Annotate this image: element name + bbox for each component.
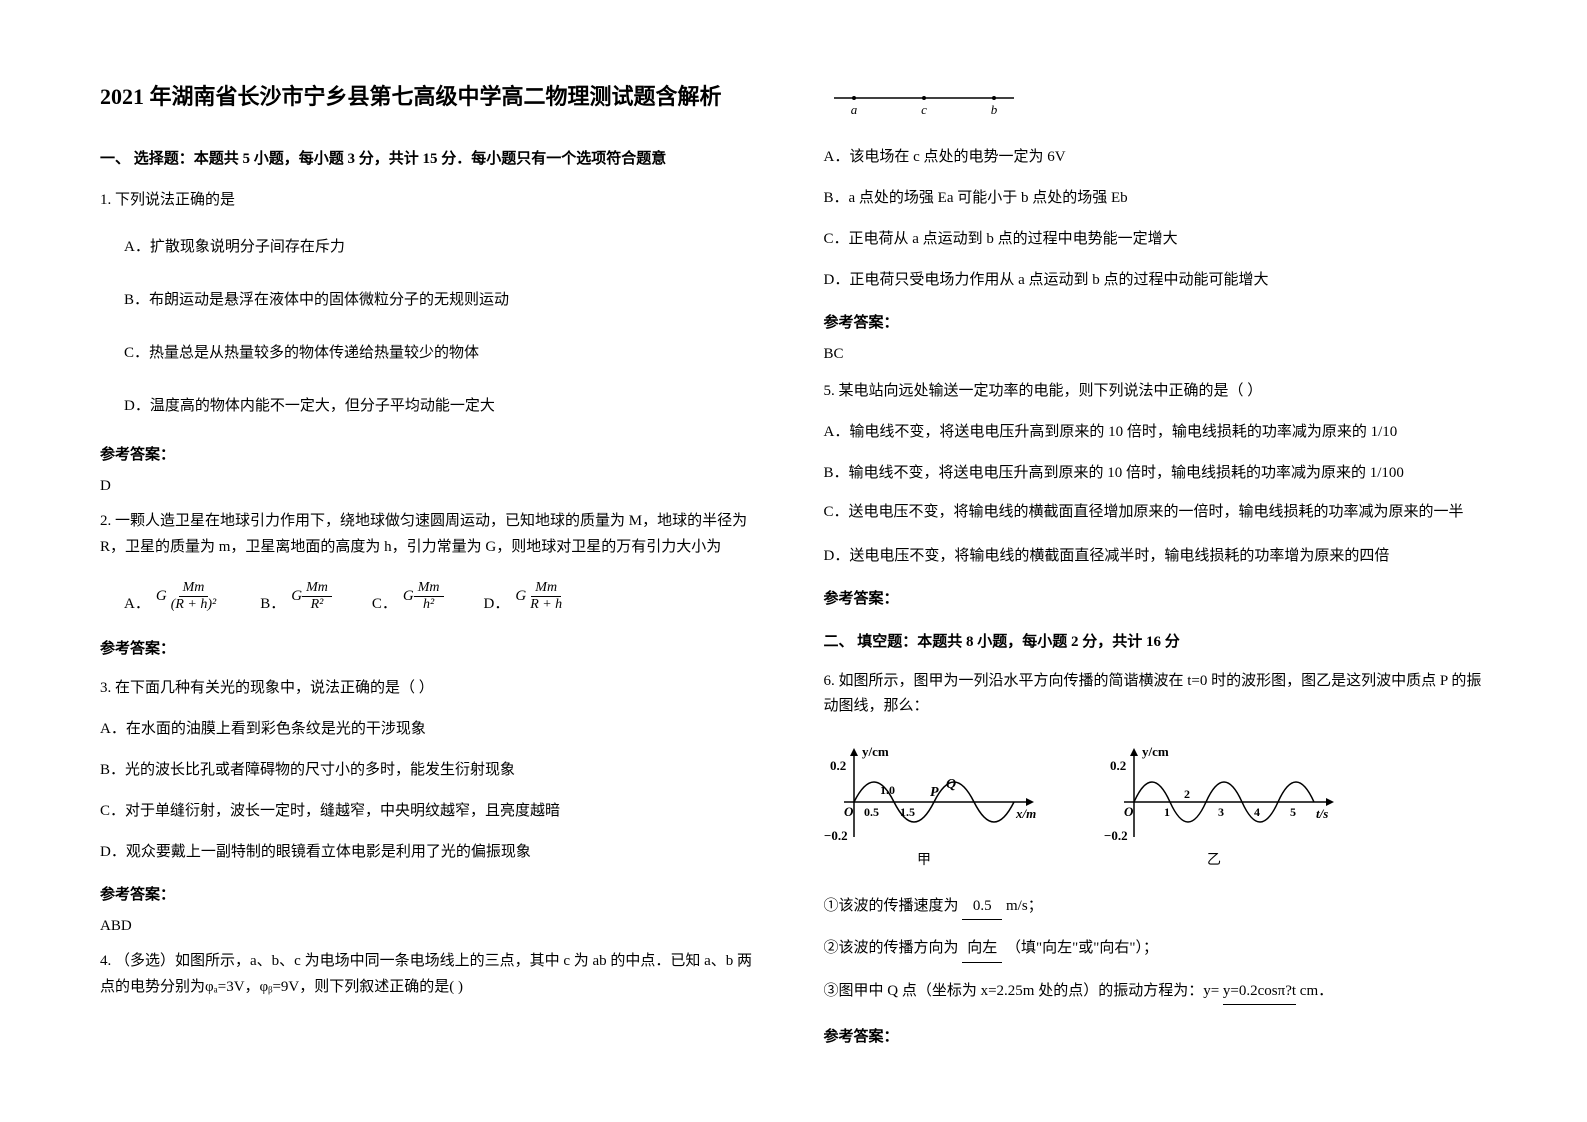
- q6-blank-1-value: 0.5: [962, 894, 1002, 921]
- q1-intro: 1. 下列说法正确的是: [100, 188, 764, 209]
- svg-text:0.2: 0.2: [830, 758, 846, 773]
- svg-text:乙: 乙: [1207, 852, 1221, 868]
- q5-answer-header: 参考答案：: [824, 587, 1488, 608]
- q2-option-c: C． GMmh²: [372, 580, 444, 613]
- q1-option-a: A．扩散现象说明分子间存在斥力: [124, 235, 764, 256]
- q2-label-d: D．: [484, 592, 510, 613]
- q4-answer: BC: [824, 346, 1488, 363]
- svg-text:P: P: [930, 785, 939, 800]
- q4-point-c: c: [921, 102, 927, 117]
- q4-option-d: D．正电荷只受电场力作用从 a 点运动到 b 点的过程中动能可能增大: [824, 268, 1488, 289]
- q6-blank-3: ③图甲中 Q 点（坐标为 x=2.25m 处的点）的振动方程为：y= y=0.2…: [824, 979, 1488, 1006]
- q1-answer: D: [100, 478, 764, 495]
- q2-formula-c: GMmh²: [403, 580, 444, 613]
- q6-chart-2: y/cm 0.2 −0.2 O 1 2 3 4 5 t/s 乙: [1104, 742, 1344, 872]
- q4-option-c: C．正电荷从 a 点运动到 b 点的过程中电势能一定增大: [824, 227, 1488, 248]
- q4-line-svg: a c b: [824, 88, 1024, 118]
- q2-option-d: D． GMmR + h: [484, 580, 567, 613]
- svg-text:t/s: t/s: [1316, 806, 1328, 821]
- q6-answer-header: 参考答案：: [824, 1025, 1488, 1046]
- q2-formula-d: GMmR + h: [515, 580, 566, 613]
- svg-text:5: 5: [1290, 805, 1296, 819]
- svg-text:O: O: [844, 804, 854, 819]
- q6-charts: y/cm 0.2 −0.2 O 0.5 1.0 1.5 P Q x/m 甲 y/…: [824, 742, 1488, 872]
- svg-text:y/cm: y/cm: [862, 744, 889, 759]
- q4-point-a: a: [850, 102, 857, 117]
- svg-text:−0.2: −0.2: [1104, 828, 1128, 843]
- q6-chart-1: y/cm 0.2 −0.2 O 0.5 1.0 1.5 P Q x/m 甲: [824, 742, 1044, 872]
- left-column: 2021 年湖南省长沙市宁乡县第七高级中学高二物理测试题含解析 一、 选择题：本…: [100, 80, 764, 1042]
- svg-text:2: 2: [1184, 787, 1190, 801]
- q4-answer-header: 参考答案：: [824, 311, 1488, 332]
- q6-blank-2-value: 向左: [962, 936, 1002, 963]
- q2-label-c: C．: [372, 592, 397, 613]
- q2-answer-header: 参考答案：: [100, 637, 764, 658]
- svg-text:1: 1: [1164, 805, 1170, 819]
- q5-option-c: C．送电电压不变，将输电线的横截面直径增加原来的一倍时，输电线损耗的功率减为原来…: [824, 500, 1488, 526]
- section-1-header: 一、 选择题：本题共 5 小题，每小题 3 分，共计 15 分．每小题只有一个选…: [100, 147, 764, 168]
- q3-option-b: B．光的波长比孔或者障碍物的尺寸小的多时，能发生衍射现象: [100, 758, 764, 779]
- q2-intro: 2. 一颗人造卫星在地球引力作用下，绕地球做匀速圆周运动，已知地球的质量为 M，…: [100, 509, 764, 560]
- svg-text:O: O: [1124, 804, 1134, 819]
- svg-text:−0.2: −0.2: [824, 828, 848, 843]
- q1-option-b: B．布朗运动是悬浮在液体中的固体微粒分子的无规则运动: [124, 288, 764, 309]
- q1-option-c: C．热量总是从热量较多的物体传递给热量较少的物体: [124, 341, 764, 362]
- svg-text:x/m: x/m: [1015, 806, 1036, 821]
- q6-blank-3-value: y=0.2cosπ?t: [1223, 979, 1296, 1006]
- q6-blank-1: ①该波的传播速度为 0.5 m/s；: [824, 894, 1488, 921]
- q4-intro: 4. （多选）如图所示，a、b、c 为电场中同一条电场线上的三点，其中 c 为 …: [100, 949, 764, 1000]
- svg-text:y/cm: y/cm: [1142, 744, 1169, 759]
- svg-text:4: 4: [1254, 805, 1260, 819]
- svg-text:3: 3: [1218, 805, 1224, 819]
- q6-intro: 6. 如图所示，图甲为一列沿水平方向传播的简谐横波在 t=0 时的波形图，图乙是…: [824, 669, 1488, 720]
- svg-text:1.5: 1.5: [900, 805, 915, 819]
- q3-answer: ABD: [100, 918, 764, 935]
- svg-text:0.2: 0.2: [1110, 758, 1126, 773]
- q3-option-d: D．观众要戴上一副特制的眼镜看立体电影是利用了光的偏振现象: [100, 840, 764, 861]
- q2-formula-a: GMm(R + h)²: [156, 580, 220, 613]
- q4-option-b: B．a 点处的场强 Ea 可能小于 b 点处的场强 Eb: [824, 186, 1488, 207]
- q2-option-b: B． GMmR²: [260, 580, 332, 613]
- q1-answer-header: 参考答案：: [100, 443, 764, 464]
- q4-option-a: A．该电场在 c 点处的电势一定为 6V: [824, 145, 1488, 166]
- q4-point-b: b: [990, 102, 997, 117]
- q3-intro: 3. 在下面几种有关光的现象中，说法正确的是（ ）: [100, 676, 764, 697]
- right-column: a c b A．该电场在 c 点处的电势一定为 6V B．a 点处的场强 Ea …: [824, 80, 1488, 1042]
- q4-diagram: a c b: [824, 88, 1488, 123]
- q6-blank-2: ②该波的传播方向为 向左 （填"向左"或"向右"）；: [824, 936, 1488, 963]
- q3-answer-header: 参考答案：: [100, 883, 764, 904]
- page-title: 2021 年湖南省长沙市宁乡县第七高级中学高二物理测试题含解析: [100, 80, 764, 113]
- q5-option-d: D．送电电压不变，将输电线的横截面直径减半时，输电线损耗的功率增为原来的四倍: [824, 544, 1488, 565]
- q2-formula-b: GMmR²: [291, 580, 332, 613]
- svg-text:Q: Q: [946, 777, 956, 792]
- q5-option-a: A．输电线不变，将送电电压升高到原来的 10 倍时，输电线损耗的功率减为原来的 …: [824, 420, 1488, 441]
- q3-option-a: A．在水面的油膜上看到彩色条纹是光的干涉现象: [100, 717, 764, 738]
- q3-option-c: C．对于单缝衍射，波长一定时，缝越窄，中央明纹越窄，且亮度越暗: [100, 799, 764, 820]
- q2-label-a: A．: [124, 592, 150, 613]
- q2-option-a: A． GMm(R + h)²: [124, 580, 220, 613]
- svg-text:甲: 甲: [917, 853, 931, 868]
- q5-option-b: B．输电线不变，将送电电压升高到原来的 10 倍时，输电线损耗的功率减为原来的 …: [824, 461, 1488, 482]
- svg-text:1.0: 1.0: [880, 783, 895, 797]
- q2-formula-row: A． GMm(R + h)² B． GMmR² C． GMmh² D． GMmR…: [124, 580, 764, 613]
- section-2-header: 二、 填空题：本题共 8 小题，每小题 2 分，共计 16 分: [824, 630, 1488, 651]
- svg-text:0.5: 0.5: [864, 805, 879, 819]
- q5-intro: 5. 某电站向远处输送一定功率的电能，则下列说法中正确的是（ ）: [824, 379, 1488, 400]
- q2-label-b: B．: [260, 592, 285, 613]
- q1-option-d: D．温度高的物体内能不一定大，但分子平均动能一定大: [124, 394, 764, 415]
